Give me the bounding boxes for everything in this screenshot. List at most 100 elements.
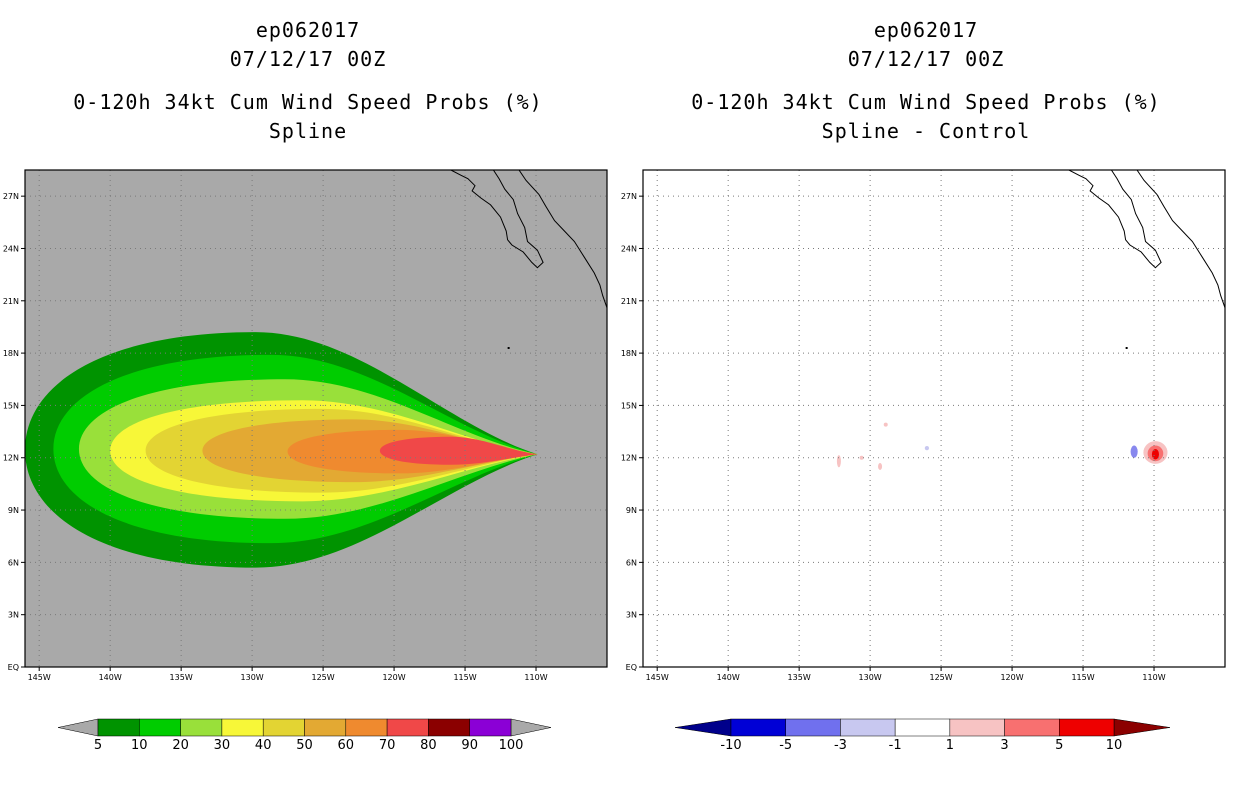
map-background — [643, 170, 1225, 667]
x-tick-label: 135W — [170, 673, 193, 682]
difference-panel: 145W 140W 135W 130W 125W 120W 115W 110W EQ 3N 6N 9N… — [621, 169, 1226, 682]
difference-colorbar: -10 -5 -3 -1 1 3 5 10 — [674, 718, 1171, 753]
colorbar-swatch — [840, 718, 896, 737]
colorbar-swatch — [894, 718, 951, 737]
colorbar-label: 3 — [1000, 738, 1008, 753]
x-tick-label: 145W — [646, 673, 669, 682]
y-tick-label: 24N — [621, 244, 637, 253]
colorbar-swatch — [1059, 718, 1115, 737]
colorbar-label: 20 — [172, 738, 189, 753]
island — [507, 347, 510, 350]
storm-id: ep062017 — [255, 18, 361, 42]
colorbar-swatch — [949, 718, 1005, 737]
y-tick-label: 27N — [3, 192, 19, 201]
y-tick-label: 6N — [626, 558, 637, 567]
probability-colorbar: 5 10 20 30 40 50 60 70 80 90 100 — [57, 718, 552, 753]
right-panel-title: ep062017 07/12/17 00Z 0-120h 34kt Cum Wi… — [636, 16, 1216, 146]
colorbar-swatch — [785, 718, 841, 737]
x-tick-label: 125W — [312, 673, 335, 682]
y-tick-label: 24N — [3, 244, 19, 253]
forecast-time: 07/12/17 00Z — [847, 47, 1005, 71]
baja-coastline — [450, 170, 544, 269]
colorbar-high-arrow — [1113, 718, 1171, 737]
spline-panel: 145W 140W 135W 130W 125W 120W 115W 110W EQ 3N 6N 9N… — [3, 169, 608, 682]
y-tick-label: 18N — [3, 349, 19, 358]
colorbar-swatch — [1004, 718, 1060, 737]
colorbar-swatch — [345, 718, 388, 737]
method-label: Spline — [268, 119, 348, 143]
colorbar-label: 40 — [255, 738, 272, 753]
storm-id: ep062017 — [873, 18, 979, 42]
y-tick-label: 27N — [621, 192, 637, 201]
colorbar-label: 60 — [338, 738, 355, 753]
y-tick-label: 9N — [8, 506, 19, 515]
colorbar-swatch — [180, 718, 223, 737]
colorbar-label: -1 — [889, 738, 902, 753]
y-tick-label: 3N — [626, 611, 637, 620]
colorbar-swatch — [304, 718, 347, 737]
y-tick-label: 9N — [626, 506, 637, 515]
colorbar-swatch — [428, 718, 470, 737]
colorbar-swatch — [730, 718, 786, 737]
x-tick-label: 115W — [1071, 673, 1094, 682]
map-frame — [24, 169, 608, 668]
colorbar-label: 80 — [420, 738, 437, 753]
colorbar-swatch — [221, 718, 264, 737]
x-tick-label: 120W — [1000, 673, 1023, 682]
x-tick-label: 130W — [241, 673, 264, 682]
mexico-coastline — [518, 170, 607, 308]
x-tick-label: 145W — [28, 673, 51, 682]
x-tick-label: 110W — [1142, 673, 1165, 682]
x-tick-label: 115W — [453, 673, 476, 682]
y-tick-label: 6N — [8, 558, 19, 567]
colorbar-label: 1 — [946, 738, 954, 753]
colorbar-swatch — [97, 718, 140, 737]
y-tick-label: 18N — [621, 349, 637, 358]
difference-blob — [836, 455, 841, 468]
x-tick-label: 125W — [930, 673, 953, 682]
forecast-time: 07/12/17 00Z — [229, 47, 387, 71]
colorbar-label: 5 — [1055, 738, 1063, 753]
y-tick-label: 21N — [621, 297, 637, 306]
y-tick-label: EQ — [626, 663, 637, 672]
colorbar-label: 10 — [131, 738, 148, 753]
x-tick-label: 135W — [788, 673, 811, 682]
difference-blob — [1130, 445, 1138, 458]
difference-blob — [924, 446, 930, 451]
x-tick-label: 130W — [859, 673, 882, 682]
colorbar-swatch — [262, 718, 305, 737]
colorbar-swatch — [386, 718, 429, 737]
colorbar-label: -3 — [834, 738, 847, 753]
map-frame — [642, 169, 1226, 668]
x-tick-label: 140W — [717, 673, 740, 682]
difference-blob — [878, 462, 883, 470]
colorbar-high-arrow — [510, 718, 552, 737]
island — [1125, 347, 1128, 350]
colorbar-label: -10 — [720, 738, 741, 753]
y-tick-label: EQ — [8, 663, 19, 672]
colorbar-swatch — [469, 718, 512, 737]
colorbar-label: 10 — [1106, 738, 1123, 753]
mexico-coastline — [1136, 170, 1225, 308]
product-title: 0-120h 34kt Cum Wind Speed Probs (%) — [73, 90, 543, 114]
colorbar-label: 70 — [379, 738, 396, 753]
colorbar-label: 50 — [296, 738, 313, 753]
baja-coastline — [1068, 170, 1162, 269]
colorbar-label: 90 — [461, 738, 478, 753]
difference-blob — [1151, 449, 1159, 460]
colorbar-swatch — [139, 718, 181, 737]
colorbar-label: -5 — [779, 738, 792, 753]
y-tick-label: 15N — [621, 401, 637, 410]
y-tick-label: 3N — [8, 611, 19, 620]
difference-blob — [883, 422, 888, 427]
y-tick-label: 21N — [3, 297, 19, 306]
y-tick-label: 12N — [3, 454, 19, 463]
method-label: Spline - Control — [821, 119, 1031, 143]
y-tick-label: 15N — [3, 401, 19, 410]
colorbar-low-arrow — [674, 718, 732, 737]
x-tick-label: 140W — [99, 673, 122, 682]
colorbar-label: 100 — [499, 738, 524, 753]
colorbar-low-arrow — [57, 718, 99, 737]
colorbar-label: 30 — [214, 738, 231, 753]
